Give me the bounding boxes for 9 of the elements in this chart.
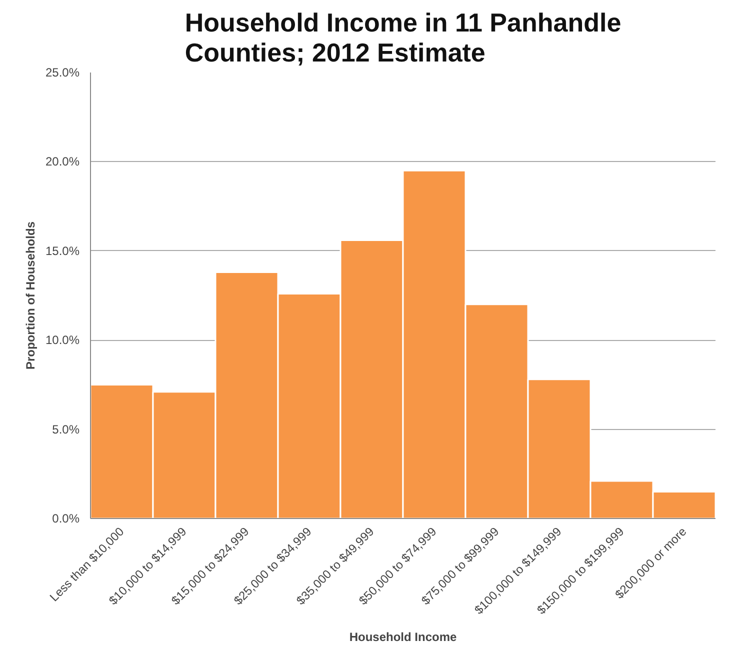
y-tick-label: 20.0% [45,154,80,169]
y-tick-label: 10.0% [45,333,80,348]
y-tick-label: 0.0% [52,512,80,526]
y-tick-label: 15.0% [45,244,80,258]
x-axis-title: Household Income [349,630,457,644]
y-axis-title: Proportion of Households [23,221,38,370]
y-tick-label: 25.0% [45,66,80,80]
chart-title: Household Income in 11 Panhandle Counties; 2012 Estimate [184,8,622,68]
y-tick-label: 5.0% [52,422,80,436]
